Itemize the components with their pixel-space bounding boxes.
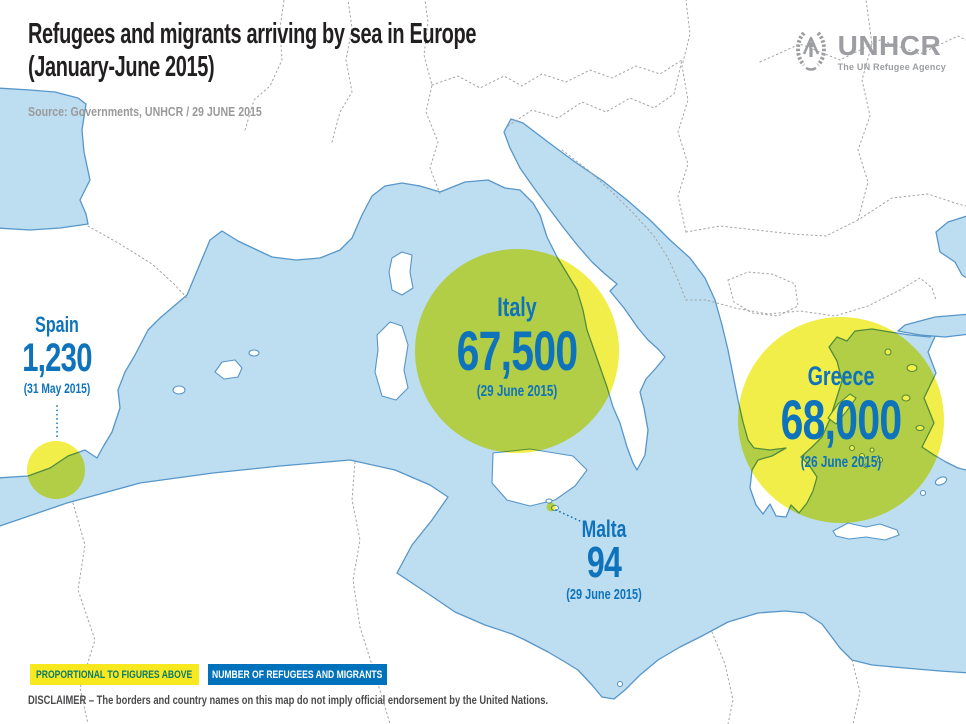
- unhcr-logo-tagline: The UN Refugee Agency: [837, 61, 946, 72]
- island-ibiza: [172, 385, 186, 395]
- greece-country-name: Greece: [807, 361, 875, 391]
- spain-country-name: Spain: [35, 312, 79, 337]
- page-title: Refugees and migrants arriving by sea in…: [28, 18, 518, 85]
- malta-leader-line: [555, 509, 581, 522]
- legend-proportional: PROPORTIONAL TO FIGURES ABOVE: [30, 664, 199, 685]
- italy-date: (29 June 2015): [476, 383, 558, 401]
- country-borders: [72, 0, 966, 724]
- legend-proportional-label: PROPORTIONAL TO FIGURES ABOVE: [36, 668, 193, 681]
- island-sicily: [491, 448, 588, 507]
- spain-label: Spain 1,230 (31 May 2015): [0, 312, 115, 397]
- unhcr-logo-text: UNHCR: [837, 29, 942, 61]
- island-sardinia: [374, 321, 409, 401]
- sea-of-marmara: [897, 313, 966, 338]
- island-rhodes: [934, 476, 948, 486]
- malta-label: Malta 94 (29 June 2015): [531, 517, 677, 605]
- island-malta: [545, 498, 553, 504]
- unhcr-emblem-icon: [791, 26, 831, 77]
- spain-date: (31 May 2015): [23, 380, 91, 397]
- source-note: Source: Governments, UNHCR / 29 JUNE 201…: [28, 105, 262, 119]
- title-line-2: (January-June 2015): [28, 51, 215, 84]
- island-menorca: [248, 349, 260, 357]
- malta-circle: [546, 502, 556, 512]
- island-karpathos: [919, 489, 927, 497]
- italy-value: 67,500: [456, 319, 578, 383]
- malta-country-name: Malta: [581, 516, 627, 543]
- greece-label: Greece 68,000 (26 June 2015): [761, 361, 922, 472]
- island-corsica: [388, 251, 414, 296]
- disclaimer-text: DISCLAIMER – The borders and country nam…: [28, 693, 549, 707]
- island-crete: [832, 522, 900, 541]
- legend-number-label: NUMBER OF REFUGEES AND MIGRANTS: [212, 668, 383, 681]
- italy-country-name: Italy: [497, 292, 537, 322]
- greece-value: 68,000: [780, 388, 902, 452]
- greece-circle: [738, 317, 944, 523]
- greece-date: (26 June 2015): [800, 454, 882, 472]
- island-djerba: [616, 680, 624, 688]
- italy-circle: [415, 249, 619, 453]
- proportional-circles: [27, 249, 944, 523]
- black-sea: [935, 215, 966, 279]
- title-line-1: Refugees and migrants arriving by sea in…: [28, 18, 477, 50]
- spain-circle: [27, 441, 85, 499]
- bay-of-biscay: [0, 87, 91, 231]
- unhcr-logo: UNHCR The UN Refugee Agency: [791, 26, 946, 77]
- island-mallorca: [214, 359, 243, 380]
- malta-date: (29 June 2015): [566, 585, 642, 603]
- map-legend: PROPORTIONAL TO FIGURES ABOVE NUMBER OF …: [30, 664, 387, 685]
- italy-label: Italy 67,500 (29 June 2015): [437, 292, 598, 401]
- malta-value: 94: [586, 538, 622, 588]
- legend-number: NUMBER OF REFUGEES AND MIGRANTS: [208, 664, 387, 685]
- islands: [172, 251, 948, 688]
- spain-value: 1,230: [22, 336, 92, 381]
